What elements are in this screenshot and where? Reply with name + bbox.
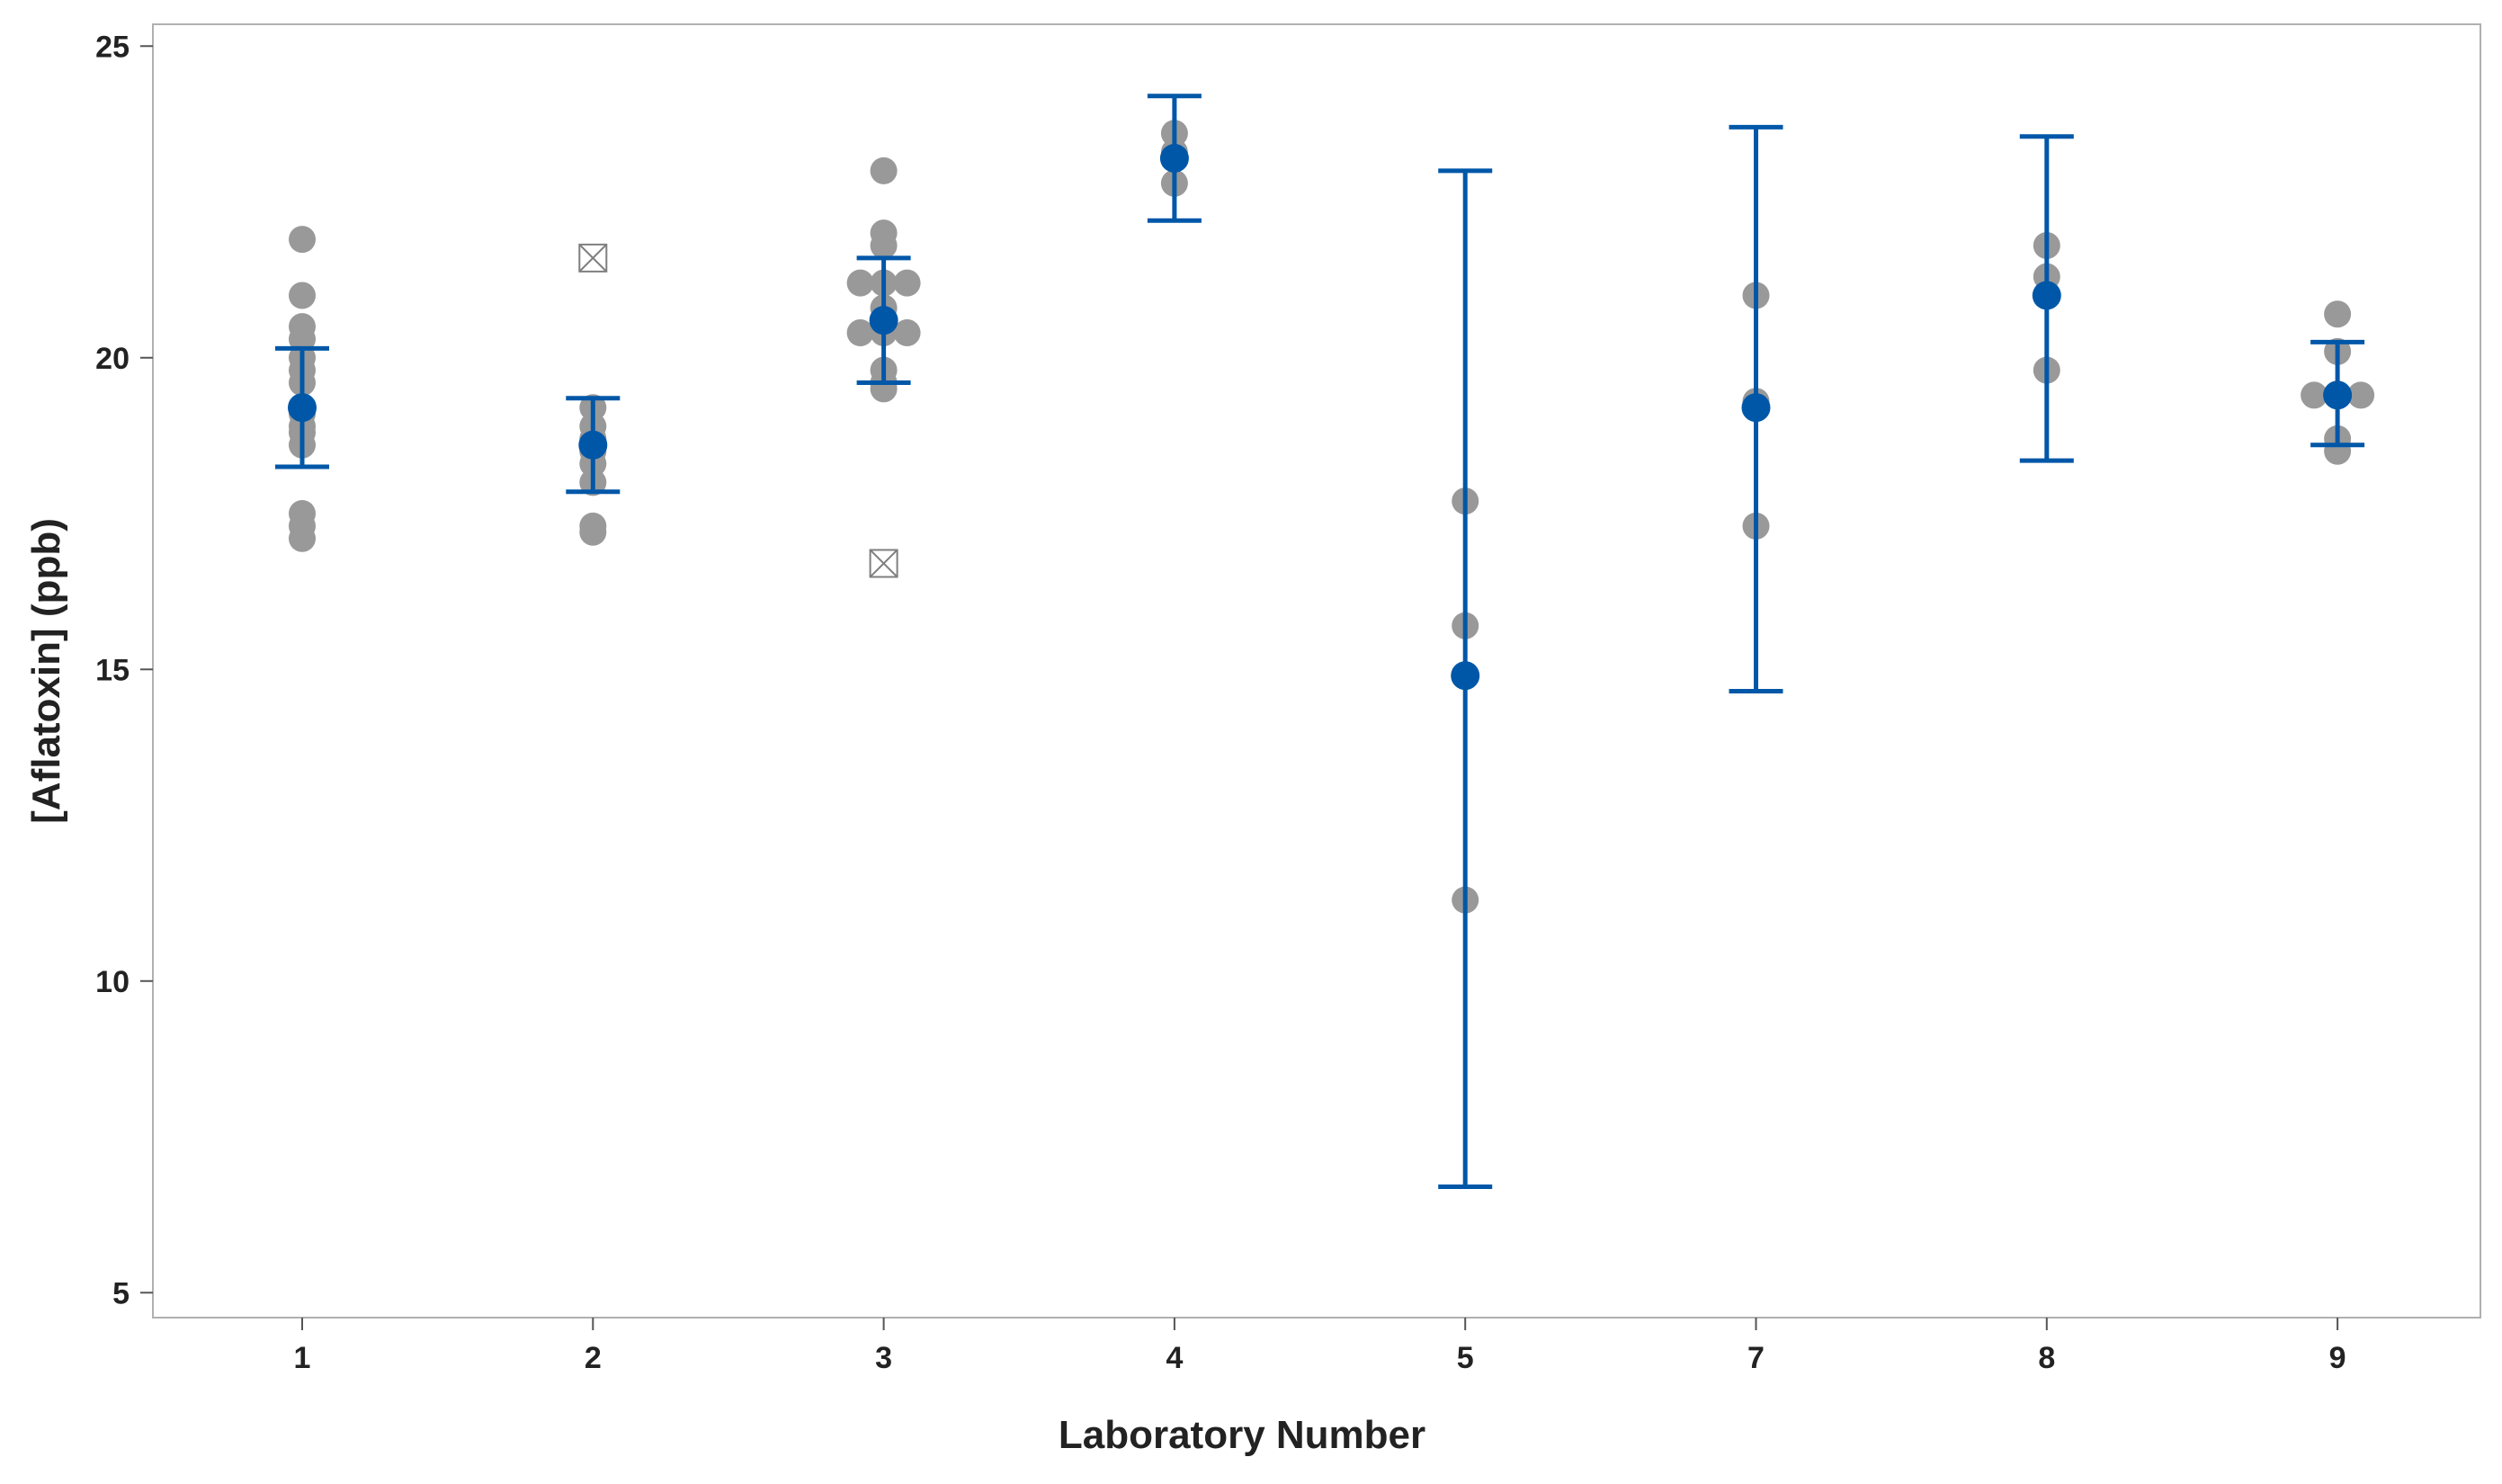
x-tick-label: 1 bbox=[294, 1341, 311, 1375]
data-point bbox=[870, 156, 898, 184]
x-tick-label: 7 bbox=[1747, 1341, 1765, 1375]
outlier-cross bbox=[578, 244, 608, 273]
plot-frame bbox=[152, 23, 2481, 1319]
mean-marker bbox=[1451, 661, 1480, 691]
y-tick-label: 25 bbox=[95, 30, 130, 64]
x-tick-label: 3 bbox=[875, 1341, 892, 1375]
mean-marker bbox=[1741, 393, 1771, 423]
data-point bbox=[846, 319, 874, 347]
x-tick-label: 8 bbox=[2038, 1341, 2055, 1375]
x-tick-label: 5 bbox=[1457, 1341, 1474, 1375]
outlier-marker bbox=[869, 549, 898, 578]
lab-group bbox=[2019, 134, 2074, 463]
mean-marker bbox=[2323, 380, 2353, 410]
lab-group bbox=[1147, 94, 1202, 223]
mean-marker bbox=[2032, 281, 2061, 310]
lab-group bbox=[566, 243, 621, 546]
y-axis-title: [Aflatoxin] (ppb) bbox=[24, 518, 68, 824]
data-point bbox=[893, 269, 921, 297]
mean-marker bbox=[288, 393, 317, 423]
y-tick-label: 20 bbox=[95, 342, 130, 376]
chart-marks bbox=[275, 94, 2375, 1189]
mean-marker bbox=[869, 306, 898, 335]
lab-group bbox=[846, 156, 921, 578]
data-point bbox=[289, 282, 316, 309]
data-point bbox=[846, 269, 874, 297]
x-tick-label: 2 bbox=[585, 1341, 602, 1375]
lab-group bbox=[2301, 300, 2375, 465]
x-tick-label: 9 bbox=[2329, 1341, 2346, 1375]
data-point bbox=[289, 226, 316, 254]
data-point bbox=[2301, 381, 2328, 409]
mean-marker bbox=[1159, 143, 1189, 173]
y-tick-label: 5 bbox=[112, 1276, 130, 1310]
data-point bbox=[870, 232, 898, 260]
lab-group bbox=[1438, 168, 1493, 1189]
data-point bbox=[579, 518, 607, 546]
x-axis: 1 2 3 4 5 7 8 9 bbox=[294, 1318, 2346, 1375]
outlier-cross bbox=[869, 549, 898, 578]
lab-group bbox=[1729, 124, 1783, 694]
y-tick-label: 10 bbox=[95, 965, 130, 999]
x-axis-title: Laboratory Number bbox=[1059, 1413, 1425, 1457]
x-tick-label: 4 bbox=[1166, 1341, 1183, 1375]
lab-group bbox=[275, 226, 329, 552]
y-tick-label: 15 bbox=[95, 653, 130, 687]
data-point bbox=[2324, 300, 2352, 328]
data-point bbox=[893, 319, 921, 347]
data-point bbox=[2347, 381, 2375, 409]
data-point bbox=[289, 524, 316, 552]
y-axis: 5 10 15 20 25 bbox=[95, 30, 153, 1310]
mean-marker bbox=[578, 430, 608, 460]
data-point bbox=[289, 325, 316, 353]
outlier-marker bbox=[578, 243, 608, 273]
